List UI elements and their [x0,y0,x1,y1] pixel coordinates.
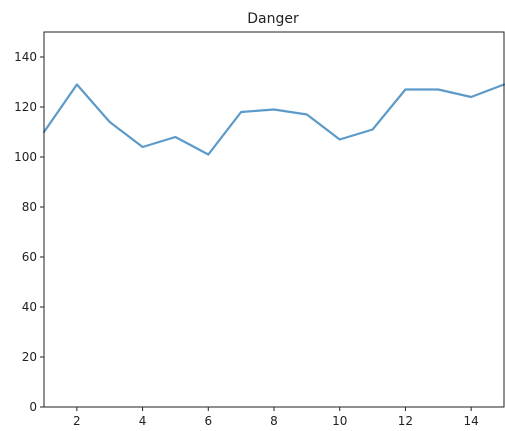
x-tick-label: 12 [398,414,413,428]
y-tick-label: 80 [22,200,37,214]
y-tick-label: 120 [14,100,37,114]
y-tick-label: 0 [29,400,37,414]
chart-title: Danger [247,11,299,27]
y-tick-label: 100 [14,150,37,164]
x-tick-label: 14 [464,414,479,428]
x-tick-label: 10 [332,414,347,428]
x-tick-label: 6 [204,414,212,428]
y-axis: 0 20 40 60 80 100 120 140 [14,50,44,414]
y-tick-label: 140 [14,50,37,64]
x-tick-label: 4 [139,414,147,428]
series-line [42,83,505,156]
x-tick-label: 2 [73,414,81,428]
y-tick-label: 60 [22,250,37,264]
y-tick-label: 20 [22,350,37,364]
x-tick-label: 8 [270,414,278,428]
plot-frame [43,31,505,408]
y-tick-label: 40 [22,300,37,314]
x-axis: 2 4 6 8 10 12 14 [73,407,479,428]
series-layer [42,83,505,156]
